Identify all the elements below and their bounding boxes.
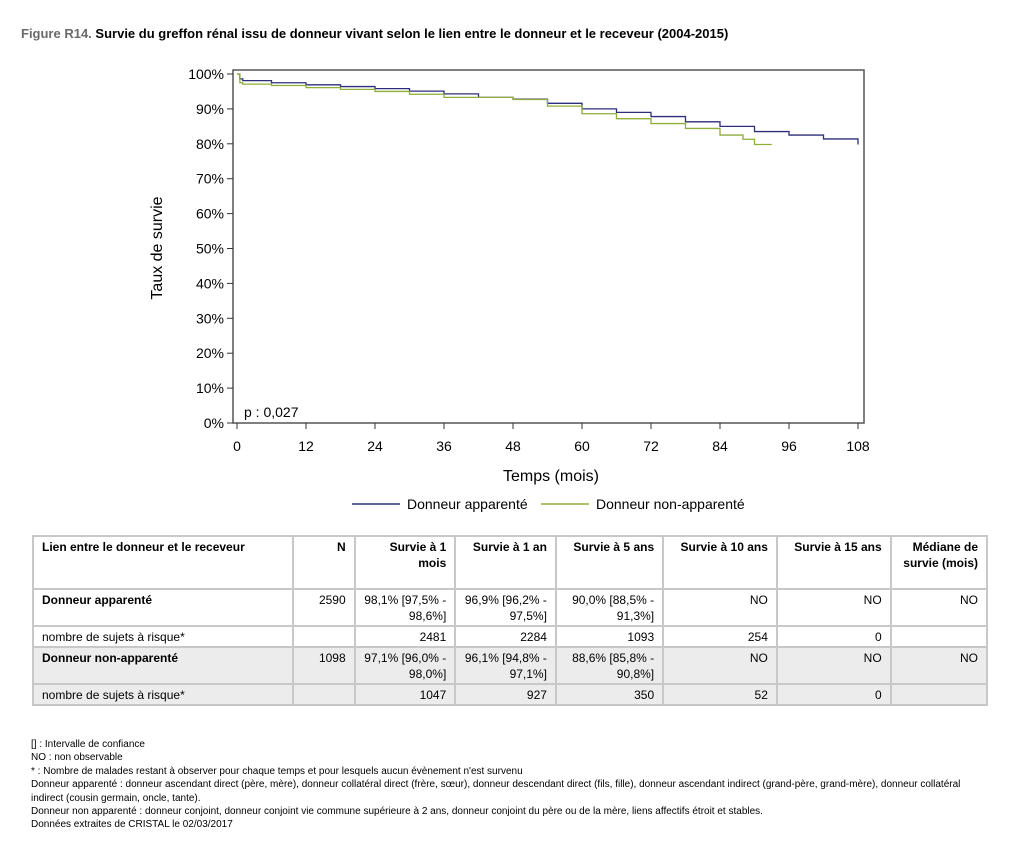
row-label: Donneur apparenté [31,588,295,627]
table-row: Donneur non-apparenté 1098 97,1% [96,0% … [31,646,989,685]
header-survie-1-an: Survie à 1 an [454,535,557,590]
header-survie-10-ans: Survie à 10 ans [662,535,778,590]
note-non-apparente: Donneur non apparenté : donneur conjoint… [31,806,763,818]
cell-survie-15-ans: NO [775,646,892,685]
legend-label-apparente: Donneur apparenté [407,496,528,512]
x-tick-label: 96 [781,438,797,454]
cell-risk-n [292,625,356,648]
legend: Donneur apparenté Donneur non-apparenté [352,496,745,512]
cell-risk: 2284 [454,625,557,648]
y-tick-label: 30% [196,310,224,326]
plot-frame [232,69,865,424]
x-tick-label: 108 [846,438,870,454]
cell-survie-5-ans: 90,0% [88,5% - 91,3%] [554,588,665,627]
cell-mediane: NO [889,588,989,627]
series-line-donneur-apparente [237,73,859,145]
note-risk: * : Nombre de malades restant à observer… [31,765,523,777]
row-label: Donneur non-apparenté [31,646,295,685]
header-n: N [292,535,356,590]
cell-survie-15-ans: NO [775,588,892,627]
table-header-row: Lien entre le donneur et le receveur N S… [31,535,989,590]
cell-survie-10-ans: NO [662,588,778,627]
figure-title-text: Survie du greffon rénal issu de donneur … [95,26,729,41]
x-axis-title: Temps (mois) [503,468,599,485]
y-tick-label: 100% [188,66,224,82]
cell-survie-1-mois: 98,1% [97,5% - 98,6%] [353,588,457,627]
cell-risk-n [292,683,356,706]
y-tick-label: 40% [196,275,224,291]
x-tick-label: 48 [505,438,521,454]
cell-risk: 1093 [554,625,665,648]
figure-title: Figure R14. Survie du greffon rénal issu… [21,26,728,41]
cell-survie-10-ans: NO [662,646,778,685]
cell-risk: 927 [454,683,557,706]
y-tick-label: 90% [196,101,224,117]
header-survie-5-ans: Survie à 5 ans [554,535,665,590]
cell-n: 1098 [292,646,356,685]
cell-risk [889,683,989,706]
series-lines [237,73,859,146]
cell-risk: 254 [662,625,778,648]
p-value-annotation: p : 0,027 [244,404,299,420]
table-row-risk: nombre de sujets à risque* 2481 2284 109… [31,625,989,648]
y-tick-label: 10% [196,380,224,396]
x-tick-label: 0 [233,438,241,454]
x-tick-label: 60 [574,438,590,454]
footnotes: [] : Intervalle de confiance NO : non ob… [31,738,991,832]
survival-chart: 0% 10% 20% 30% 40% 50% 60% 70% 80% 90% 100% 0 12 24 36… [149,66,870,512]
cell-survie-1-an: 96,1% [94,8% - 97,1%] [454,646,557,685]
x-tick-label: 72 [643,438,659,454]
cell-mediane: NO [889,646,989,685]
y-tick-label: 20% [196,345,224,361]
series-line-donneur-non-apparente [237,73,772,146]
note-apparente: Donneur apparenté : donneur ascendant di… [31,779,961,804]
x-tick-label: 84 [712,438,728,454]
cell-risk: 1047 [353,683,457,706]
y-tick-label: 0% [204,415,224,431]
cell-survie-1-an: 96,9% [96,2% - 97,5%] [454,588,557,627]
y-tick-label: 60% [196,206,224,222]
header-lien: Lien entre le donneur et le receveur [31,535,295,590]
cell-risk: 0 [775,625,892,648]
figure-number: Figure R14. [21,26,92,41]
x-tick-label: 36 [436,438,452,454]
risk-label: nombre de sujets à risque* [31,625,295,648]
table-row-risk: nombre de sujets à risque* 1047 927 350 … [31,683,989,706]
cell-risk: 350 [554,683,665,706]
survival-table: Lien entre le donneur et le receveur N S… [31,535,989,706]
note-ic: [] : Intervalle de confiance [31,739,145,750]
axes: 0% 10% 20% 30% 40% 50% 60% 70% 80% 90% 100% 0 12 24 36… [188,66,870,454]
legend-label-non-apparente: Donneur non-apparenté [596,496,745,512]
header-survie-15-ans: Survie à 15 ans [775,535,892,590]
header-survie-1-mois: Survie à 1 mois [353,535,457,590]
note-no: NO : non observable [31,752,123,764]
table-row: Donneur apparenté 2590 98,1% [97,5% - 98… [31,588,989,627]
header-mediane: Médiane de survie (mois) [889,535,989,590]
y-tick-label: 70% [196,171,224,187]
note-source: Données extraites de CRISTAL le 02/03/20… [31,819,233,831]
x-tick-label: 24 [367,438,383,454]
cell-survie-1-mois: 97,1% [96,0% - 98,0%] [353,646,457,685]
cell-risk: 0 [775,683,892,706]
x-tick-label: 12 [298,438,314,454]
cell-n: 2590 [292,588,356,627]
cell-risk: 2481 [353,625,457,648]
cell-risk: 52 [662,683,778,706]
y-axis-title: Taux de survie [149,196,166,299]
cell-survie-5-ans: 88,6% [85,8% - 90,8%] [554,646,665,685]
cell-risk [889,625,989,648]
risk-label: nombre de sujets à risque* [31,683,295,706]
y-tick-label: 50% [196,241,224,257]
y-tick-label: 80% [196,136,224,152]
